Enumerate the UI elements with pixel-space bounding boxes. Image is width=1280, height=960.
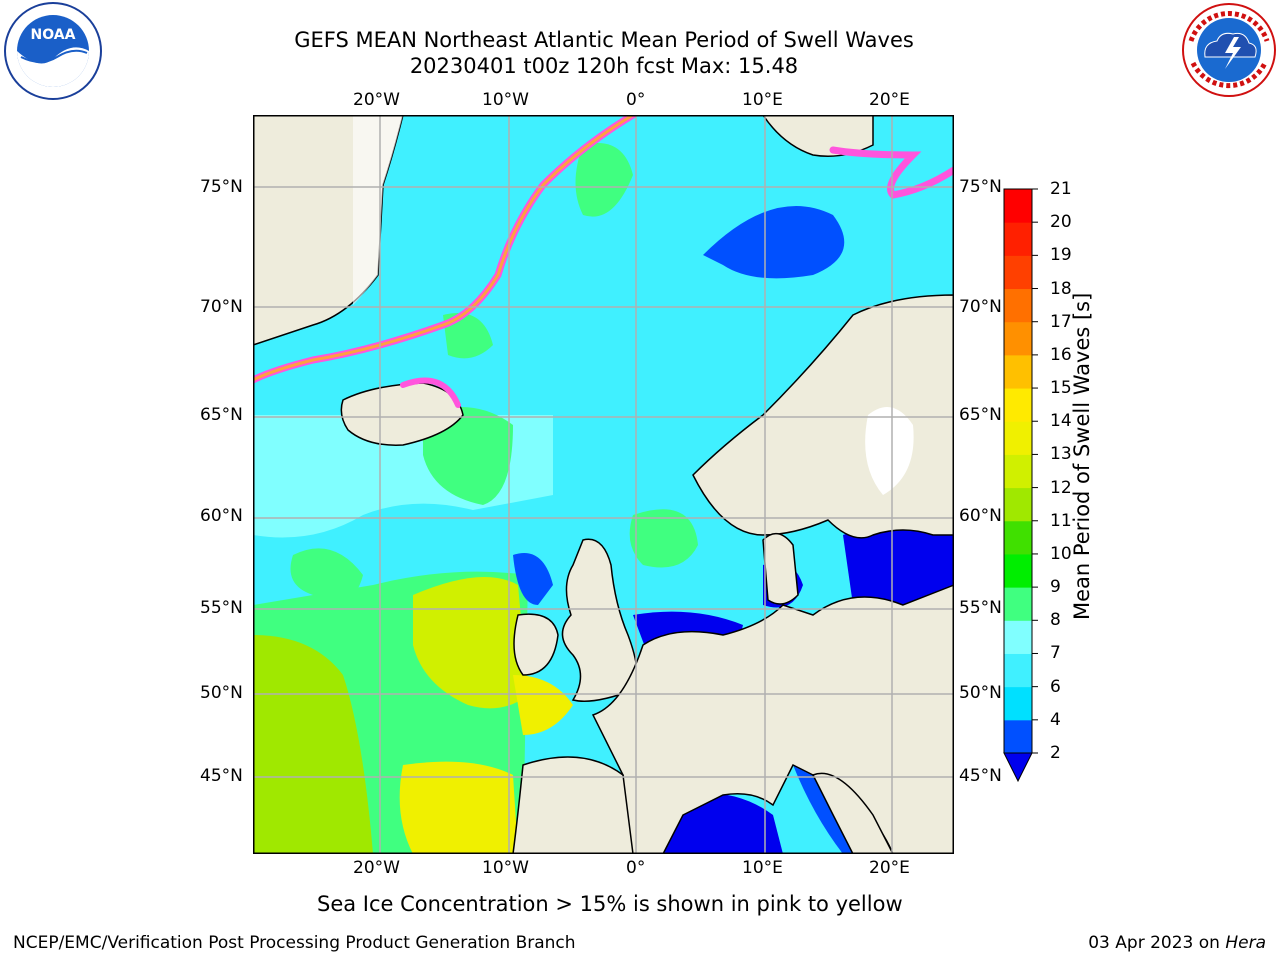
colorbar-segment xyxy=(1004,520,1032,555)
colorbar-tick-label: 10 xyxy=(1050,543,1072,564)
swell-period-field xyxy=(253,143,953,854)
noaa-logo: NOAA xyxy=(4,2,102,100)
colorbar-tick-label: 8 xyxy=(1050,610,1061,631)
colorbar-tick-label: 15 xyxy=(1050,378,1072,399)
sea-ice-caption: Sea Ice Concentration > 15% is shown in … xyxy=(317,892,903,916)
colorbar-segment xyxy=(1004,189,1032,223)
colorbar-tick-label: 20 xyxy=(1050,212,1072,233)
lat-label-left-55n: 55°N xyxy=(200,598,243,618)
colorbar-tick-label: 7 xyxy=(1050,643,1061,664)
colorbar-label: Mean Period of Swell Waves [s] xyxy=(1070,292,1094,620)
lat-label-right-50n: 50°N xyxy=(959,683,1002,703)
colorbar-tick-label: 17 xyxy=(1050,311,1072,332)
no-data-land xyxy=(253,115,914,495)
colorbar-tick-label: 13 xyxy=(1050,444,1072,465)
colorbar-segment xyxy=(1004,421,1032,455)
colorbar-segment xyxy=(1004,255,1032,290)
colorbar-extend-arrow xyxy=(1003,752,1033,783)
colorbar-segment xyxy=(1004,487,1032,522)
chart-title-line1: GEFS MEAN Northeast Atlantic Mean Period… xyxy=(294,28,914,52)
lon-label-top-20e: 20°E xyxy=(869,90,910,110)
footer-machine: Hera xyxy=(1225,933,1266,953)
footer-date-text: 03 Apr 2023 on xyxy=(1088,933,1226,953)
lat-label-left-70n: 70°N xyxy=(200,297,243,317)
lon-label-bottom-20w: 20°W xyxy=(353,858,400,878)
lon-label-bottom-10e: 10°E xyxy=(742,858,783,878)
colorbar-segment xyxy=(1004,388,1032,422)
nws-logo xyxy=(1182,3,1276,97)
lon-label-top-0: 0° xyxy=(626,90,646,110)
colorbar-tick-label: 14 xyxy=(1050,411,1072,432)
lat-label-left-65n: 65°N xyxy=(200,405,243,425)
footer-credit: NCEP/EMC/Verification Post Processing Pr… xyxy=(13,933,576,953)
lat-label-right-70n: 70°N xyxy=(959,297,1002,317)
footer-date: 03 Apr 2023 on Hera xyxy=(1088,932,1266,954)
colorbar-tick-label: 19 xyxy=(1050,245,1072,266)
colorbar-tick-label: 11 xyxy=(1050,510,1072,531)
colorbar-tick-label: 12 xyxy=(1050,477,1072,498)
colorbar-segment xyxy=(1004,354,1032,389)
colorbar-tick-label: 2 xyxy=(1050,743,1061,763)
chart-title-line2: 20230401 t00z 120h fcst Max: 15.48 xyxy=(409,54,799,78)
map-frame xyxy=(253,115,954,854)
colorbar-segment xyxy=(1004,222,1032,256)
lat-label-left-60n: 60°N xyxy=(200,506,243,526)
colorbar-segment xyxy=(1004,719,1032,754)
colorbar-segment xyxy=(1004,288,1032,323)
colorbar-segment xyxy=(1004,454,1032,489)
colorbar-segment xyxy=(1004,587,1032,621)
graticule xyxy=(253,115,954,854)
lat-label-right-55n: 55°N xyxy=(959,598,1002,618)
colorbar-tick-label: 18 xyxy=(1050,278,1072,299)
noaa-logo-text: NOAA xyxy=(31,27,76,43)
lat-label-left-45n: 45°N xyxy=(200,766,243,786)
sea-ice-edge xyxy=(253,115,954,408)
lon-label-top-10w: 10°W xyxy=(482,90,529,110)
swell-period-map xyxy=(253,115,954,854)
lat-label-left-50n: 50°N xyxy=(200,683,243,703)
colorbar-segment xyxy=(1004,686,1032,721)
lon-label-bottom-0: 0° xyxy=(626,858,646,878)
lat-label-right-65n: 65°N xyxy=(959,405,1002,425)
colorbar-segment xyxy=(1004,321,1032,356)
colorbar-frame xyxy=(1003,188,1033,754)
colorbar-segment xyxy=(1004,653,1032,688)
colorbar-tick-label: 21 xyxy=(1050,179,1072,199)
colorbar-tick-label: 9 xyxy=(1050,577,1061,598)
lat-label-right-45n: 45°N xyxy=(959,766,1002,786)
colorbar-segment xyxy=(1004,553,1032,588)
colorbar-tick-label: 16 xyxy=(1050,344,1072,365)
colorbar-tick-label: 4 xyxy=(1050,709,1061,730)
lat-label-right-60n: 60°N xyxy=(959,506,1002,526)
lon-label-bottom-20e: 20°E xyxy=(869,858,910,878)
lon-label-top-20w: 20°W xyxy=(353,90,400,110)
lon-label-top-10e: 10°E xyxy=(742,90,783,110)
lon-label-bottom-10w: 10°W xyxy=(482,858,529,878)
colorbar-segment xyxy=(1004,620,1032,654)
colorbar xyxy=(1003,188,1038,783)
lat-label-left-75n: 75°N xyxy=(200,177,243,197)
lat-label-right-75n: 75°N xyxy=(959,177,1002,197)
colorbar-tick-label: 6 xyxy=(1050,676,1061,697)
